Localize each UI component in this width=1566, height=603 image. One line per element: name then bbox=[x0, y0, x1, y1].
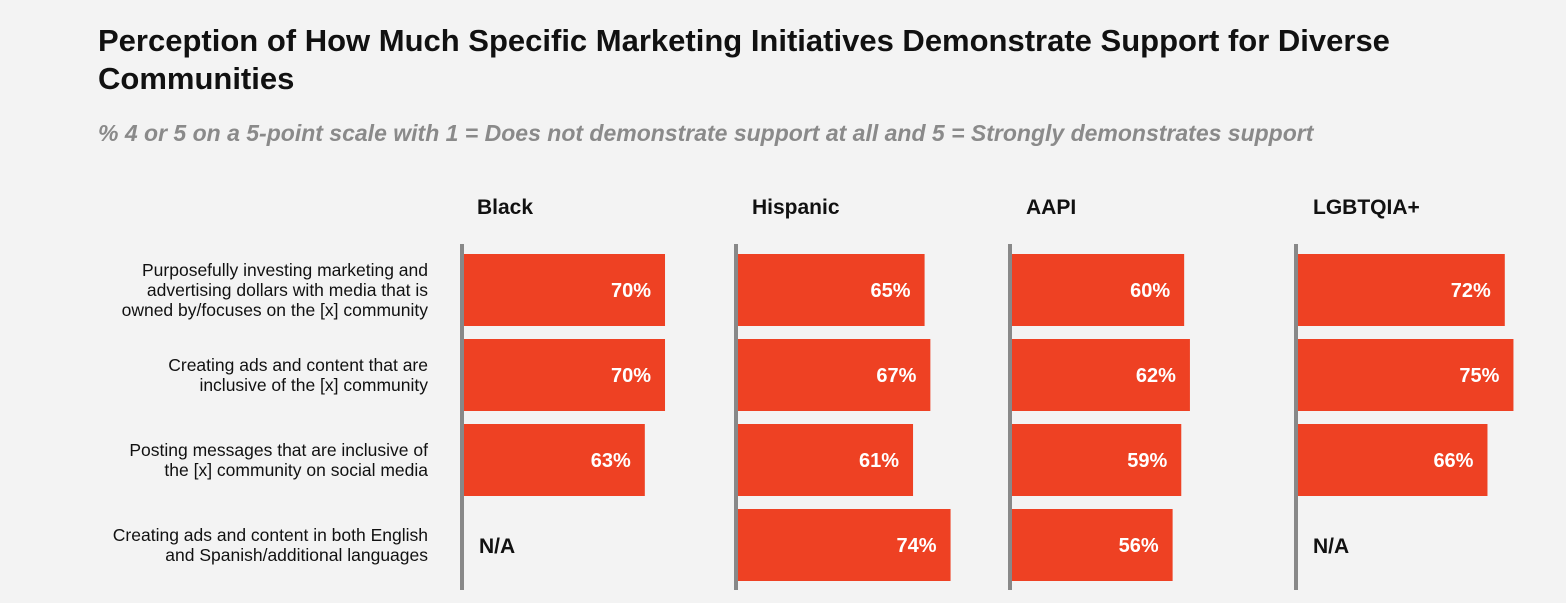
bar bbox=[1011, 254, 1185, 326]
category-label: owned by/focuses on the [x] community bbox=[122, 300, 429, 320]
category-label: Creating ads and content that are bbox=[168, 355, 428, 375]
category-label: Posting messages that are inclusive of bbox=[129, 440, 428, 460]
bar-value-label: 61% bbox=[859, 450, 899, 472]
bar-value-label: 66% bbox=[1433, 450, 1473, 472]
chart-title: Perception of How Much Specific Marketin… bbox=[98, 23, 1390, 96]
category-label: advertising dollars with media that is bbox=[147, 280, 428, 300]
bar bbox=[1297, 254, 1505, 326]
bar bbox=[1297, 339, 1514, 411]
bar-value-label: 62% bbox=[1136, 365, 1176, 387]
bar-value-label: 59% bbox=[1127, 450, 1167, 472]
group-title-hispanic: Hispanic bbox=[752, 196, 840, 219]
bar bbox=[1011, 509, 1173, 581]
bar bbox=[1011, 339, 1190, 411]
bar bbox=[737, 254, 925, 326]
category-label: Purposefully investing marketing and bbox=[142, 260, 428, 280]
bar bbox=[1011, 424, 1182, 496]
bar-value-label: 67% bbox=[876, 365, 916, 387]
bar-value-label: 70% bbox=[611, 280, 651, 302]
bar bbox=[737, 339, 931, 411]
na-label: N/A bbox=[1313, 535, 1349, 558]
bar bbox=[1297, 424, 1488, 496]
bar bbox=[463, 339, 666, 411]
group-title-aapi: AAPI bbox=[1026, 196, 1076, 219]
bar-value-label: 56% bbox=[1119, 535, 1159, 557]
group-title-lgbtqia-: LGBTQIA+ bbox=[1313, 196, 1420, 219]
bar-value-label: 75% bbox=[1459, 365, 1499, 387]
na-label: N/A bbox=[479, 535, 515, 558]
bar-value-label: 63% bbox=[591, 450, 631, 472]
bar bbox=[463, 254, 666, 326]
bar-value-label: 72% bbox=[1451, 280, 1491, 302]
bar-value-label: 74% bbox=[897, 535, 937, 557]
category-label: the [x] community on social media bbox=[164, 460, 428, 480]
bar bbox=[737, 509, 951, 581]
bar-value-label: 65% bbox=[871, 280, 911, 302]
category-label: and Spanish/additional languages bbox=[165, 545, 428, 565]
group-title-black: Black bbox=[477, 196, 533, 219]
category-label: inclusive of the [x] community bbox=[199, 375, 428, 395]
bar bbox=[463, 424, 645, 496]
bar-value-label: 60% bbox=[1130, 280, 1170, 302]
chart-subtitle: % 4 or 5 on a 5-point scale with 1 = Doe… bbox=[98, 120, 1314, 146]
bar bbox=[737, 424, 914, 496]
category-label: Creating ads and content in both English bbox=[113, 525, 428, 545]
bar-value-label: 70% bbox=[611, 365, 651, 387]
